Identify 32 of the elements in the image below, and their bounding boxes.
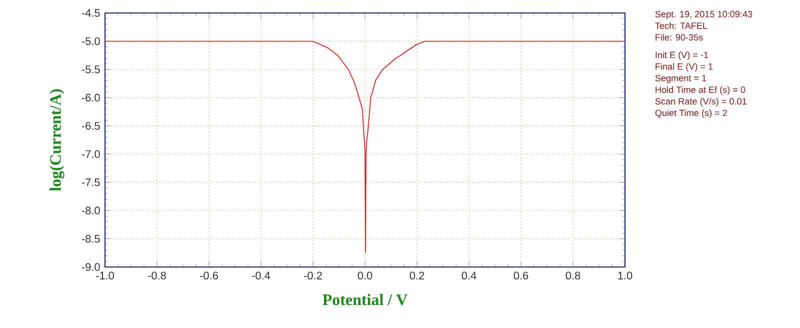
- y-tick-label: -7.0: [82, 150, 100, 158]
- y-tick-label: -6.0: [82, 94, 100, 102]
- y-tick-label: -8.0: [82, 206, 100, 214]
- text: Scan Rate (V/s) = 0.01: [655, 98, 746, 106]
- x-tick-label: 0.4: [462, 272, 476, 280]
- x-tick-label: -0.8: [148, 272, 166, 280]
- x-tick-label: 0.2: [410, 272, 424, 280]
- y-tick-label: -4.5: [82, 9, 100, 17]
- y-tick-label: -9.0: [82, 263, 100, 271]
- text: Tech: TAFEL: [655, 22, 708, 29]
- x-axis-title: Potential / V: [322, 294, 408, 306]
- x-tick-label: -0.2: [304, 272, 322, 280]
- y-tick-label: -5.5: [82, 66, 100, 74]
- text: Init E (V) = -1: [656, 51, 708, 60]
- x-tick-label: 0.8: [566, 272, 580, 280]
- x-tick-label: 1.0: [618, 272, 632, 280]
- x-tick-label: -0.6: [200, 272, 218, 280]
- x-tick-label: -0.4: [252, 272, 270, 280]
- text: Final E (V) = 1: [656, 63, 713, 72]
- text: Sept. 19, 2015 10:09:43: [655, 10, 752, 20]
- x-tick-label: -1.0: [96, 272, 114, 280]
- y-tick-label: -8.5: [82, 234, 100, 243]
- x-tick-label: 0.0: [358, 272, 372, 280]
- y-tick-label: -5.0: [82, 37, 100, 46]
- y-tick-label: -7.5: [82, 178, 100, 186]
- y-tick-label: -6.5: [82, 122, 100, 130]
- x-tick-label: 0.6: [514, 272, 528, 280]
- text: File: 90-35s: [656, 34, 703, 41]
- text: Segment = 1: [655, 74, 706, 84]
- y-axis-title: log(Current/A): [50, 89, 64, 192]
- text: Hold Time at Ef (s) = 0: [656, 86, 746, 95]
- text: Quiet Time (s) = 2: [655, 109, 727, 118]
